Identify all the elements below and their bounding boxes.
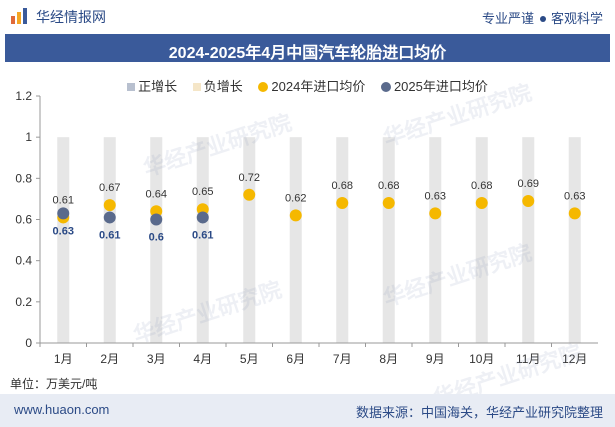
- slogan: 专业严谨 客观科学: [482, 8, 603, 27]
- legend-swatch-negative: [192, 82, 201, 91]
- legend-item-negative[interactable]: 负增长: [192, 76, 243, 95]
- background-bar: [568, 137, 581, 343]
- data-label-2025: 0.61: [99, 229, 120, 241]
- brand-name: 华经情报网: [36, 9, 106, 25]
- legend-swatch-positive: [127, 82, 136, 91]
- legend-item-2025[interactable]: 2025年进口均价: [380, 76, 488, 95]
- y-tick-label: 1: [25, 130, 32, 144]
- title-bar: 2024-2025年4月中国汽车轮胎进口均价: [5, 34, 610, 62]
- background-bar: [382, 137, 395, 343]
- x-tick-label: 6月: [286, 352, 305, 366]
- data-label-2025: 0.6: [149, 232, 164, 244]
- background-bar: [522, 137, 535, 343]
- background-bar: [196, 137, 209, 343]
- legend-swatch-2024: [258, 81, 269, 92]
- data-label-2024: 0.68: [332, 180, 353, 192]
- y-tick-label: 0.4: [15, 254, 32, 268]
- data-label-2024: 0.65: [192, 186, 213, 198]
- point-2024: [289, 209, 302, 222]
- data-label-2025: 0.63: [53, 225, 74, 237]
- data-label-2024: 0.68: [378, 180, 399, 192]
- huajing-logo-icon: [11, 8, 27, 24]
- background-bar: [103, 137, 116, 343]
- x-tick-label: 7月: [333, 352, 352, 366]
- point-2025: [196, 211, 209, 224]
- legend: 正增长 负增长 2024年进口均价 2025年进口均价: [0, 76, 615, 95]
- y-tick-label: 0.2: [15, 295, 32, 309]
- data-label-2025: 0.61: [192, 229, 213, 241]
- y-tick-label: 1.2: [15, 89, 32, 103]
- slogan-right: 客观科学: [550, 11, 603, 26]
- chart-title: 2024-2025年4月中国汽车轮胎进口均价: [168, 45, 447, 62]
- point-2024: [150, 205, 163, 218]
- y-tick-label: 0.6: [15, 213, 32, 227]
- data-label-2024: 0.69: [518, 178, 539, 190]
- background-bar: [336, 137, 349, 343]
- point-2025: [103, 211, 116, 224]
- point-2024: [382, 197, 395, 210]
- data-label-2024: 0.64: [146, 188, 167, 200]
- x-tick-label: 5月: [240, 352, 259, 366]
- data-label-2024: 0.67: [99, 182, 120, 194]
- data-label-2024: 0.68: [471, 180, 492, 192]
- x-tick-label: 3月: [147, 352, 166, 366]
- background-bar: [57, 137, 70, 343]
- y-tick-label: 0.8: [15, 171, 32, 185]
- background-bar: [150, 137, 163, 343]
- data-label-2024: 0.61: [53, 194, 74, 206]
- legend-label-positive: 正增长: [138, 79, 178, 94]
- point-2024: [196, 203, 209, 216]
- data-label-2024: 0.63: [425, 190, 446, 202]
- point-2025: [57, 207, 70, 220]
- x-tick-label: 12月: [562, 352, 587, 366]
- point-2024: [243, 188, 256, 201]
- background-bar: [429, 137, 442, 343]
- legend-swatch-2025: [380, 81, 391, 92]
- point-2024: [475, 197, 488, 210]
- background-bar: [475, 137, 488, 343]
- y-tick-label: 0: [25, 336, 32, 350]
- x-tick-label: 2月: [100, 352, 119, 366]
- x-tick-label: 10月: [469, 352, 494, 366]
- x-tick-label: 11月: [516, 352, 540, 366]
- legend-item-2024[interactable]: 2024年进口均价: [258, 76, 365, 95]
- x-tick-label: 4月: [193, 352, 212, 366]
- x-tick-label: 9月: [426, 352, 445, 366]
- point-2024: [522, 194, 535, 207]
- unit-label: 单位：万美元/吨: [10, 377, 98, 391]
- legend-item-positive[interactable]: 正增长: [127, 76, 177, 95]
- x-tick-label: 8月: [379, 352, 398, 366]
- data-source: 数据来源：中国海关，华经产业研究院整理: [355, 405, 603, 420]
- background-bar: [289, 137, 302, 343]
- point-2024: [103, 199, 116, 212]
- data-label-2024: 0.72: [239, 172, 260, 184]
- point-2025: [150, 213, 163, 226]
- top-bar: 华经情报网 专业严谨 客观科学: [0, 0, 615, 32]
- legend-label-2025: 2025年进口均价: [393, 79, 488, 94]
- data-label-2024: 0.62: [285, 192, 306, 204]
- legend-label-negative: 负增长: [203, 79, 243, 94]
- footer: www.huaon.com 数据来源：中国海关，华经产业研究院整理: [0, 394, 615, 427]
- x-tick-label: 1月: [54, 352, 73, 366]
- data-label-2024: 0.63: [564, 190, 585, 202]
- point-2024: [568, 207, 581, 220]
- point-2024: [336, 197, 349, 210]
- legend-label-2024: 2024年进口均价: [271, 79, 366, 94]
- slogan-left: 专业严谨: [481, 11, 534, 26]
- point-2024: [429, 207, 442, 220]
- background-bar: [243, 137, 256, 343]
- slogan-dot-icon: [539, 15, 546, 22]
- site-link[interactable]: www.huaon.com: [14, 402, 110, 417]
